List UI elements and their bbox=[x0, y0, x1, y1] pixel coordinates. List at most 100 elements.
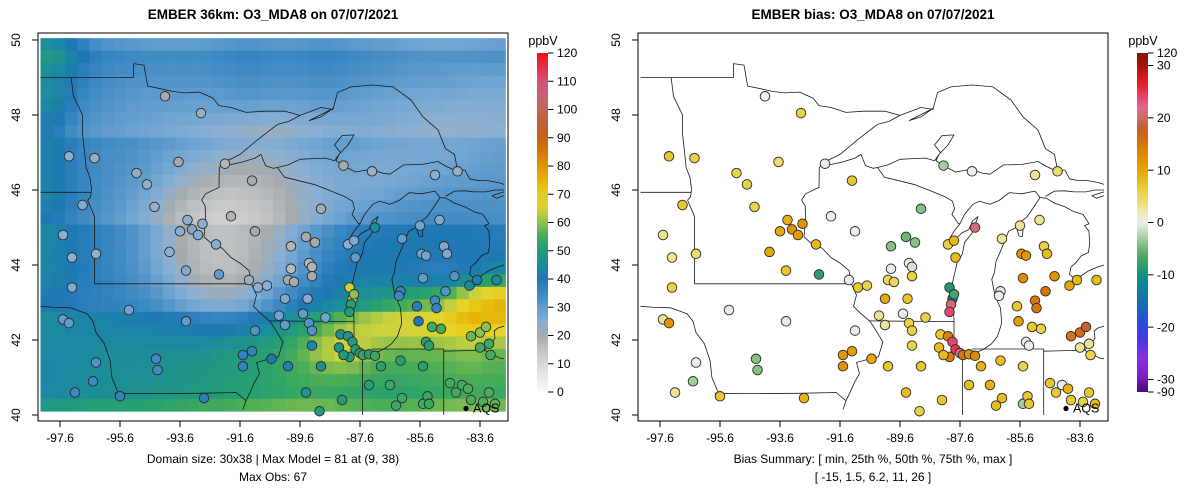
station-dot bbox=[849, 226, 861, 237]
raster-cell bbox=[395, 137, 408, 151]
colorbar-tick-label: 80 bbox=[557, 159, 571, 173]
raster-cell bbox=[273, 336, 286, 350]
state-or-lake-outline bbox=[299, 84, 458, 171]
raster-cell bbox=[187, 286, 200, 300]
raster-cell bbox=[309, 150, 323, 163]
raster-cell bbox=[77, 386, 90, 400]
raster-cell bbox=[407, 324, 421, 337]
x-tick-label: -85.6 bbox=[1006, 431, 1034, 445]
raster-cell bbox=[138, 125, 151, 138]
raster-cell bbox=[64, 373, 78, 387]
raster-cell bbox=[456, 324, 470, 337]
raster-cell bbox=[273, 398, 286, 412]
raster-cell bbox=[224, 38, 237, 51]
raster-cell bbox=[126, 38, 139, 51]
station-dot bbox=[90, 357, 102, 368]
raster-cell bbox=[52, 87, 66, 101]
raster-cell bbox=[113, 224, 127, 238]
raster-cell bbox=[236, 125, 249, 138]
station-dot bbox=[63, 151, 75, 162]
raster-cell bbox=[285, 187, 298, 201]
station-dot bbox=[897, 308, 909, 319]
raster-cell bbox=[236, 286, 249, 300]
raster-cell bbox=[52, 199, 66, 213]
station-dot bbox=[483, 387, 495, 398]
raster-cell bbox=[187, 100, 200, 114]
raster-cell bbox=[321, 125, 335, 138]
raster-cell bbox=[321, 286, 335, 300]
raster-cell bbox=[481, 150, 494, 163]
raster-cell bbox=[113, 286, 127, 300]
raster-cell bbox=[383, 150, 396, 163]
raster-cell bbox=[248, 212, 262, 226]
raster-cell bbox=[126, 249, 139, 263]
raster-cell bbox=[236, 324, 249, 337]
raster-cell bbox=[432, 38, 445, 51]
raster-cell bbox=[199, 373, 213, 387]
raster-cell bbox=[64, 398, 78, 412]
raster-cell bbox=[113, 87, 127, 101]
raster-cell bbox=[162, 199, 176, 213]
raster-cell bbox=[236, 38, 249, 51]
raster-cell bbox=[456, 286, 470, 300]
raster-cell bbox=[419, 237, 433, 250]
raster-cell bbox=[321, 299, 335, 313]
station-dot bbox=[396, 233, 408, 244]
raster-cell bbox=[224, 249, 237, 263]
raster-cell bbox=[346, 87, 360, 101]
raster-cell bbox=[285, 125, 298, 138]
raster-cell bbox=[77, 38, 90, 51]
raster-cell bbox=[113, 112, 127, 126]
raster-cell bbox=[236, 150, 249, 163]
x-tick-label: -95.6 bbox=[106, 431, 134, 445]
raster-cell bbox=[407, 63, 421, 76]
raster-cell bbox=[77, 262, 90, 275]
raster-cell bbox=[126, 361, 139, 375]
raster-cell bbox=[481, 63, 494, 76]
station-dot bbox=[773, 156, 784, 168]
axes bbox=[632, 39, 1081, 427]
raster-cell bbox=[321, 162, 335, 176]
raster-cell bbox=[358, 398, 372, 412]
raster-cell bbox=[40, 324, 54, 337]
station-dot bbox=[669, 387, 681, 398]
raster-cell bbox=[126, 286, 139, 300]
map-outlines bbox=[40, 63, 505, 415]
raster-cell bbox=[370, 174, 384, 188]
raster-cell bbox=[273, 174, 286, 188]
station-dot bbox=[471, 274, 483, 286]
raster-cell bbox=[187, 125, 200, 138]
raster-cell bbox=[248, 361, 262, 375]
raster-cell bbox=[383, 125, 396, 138]
raster-cell bbox=[187, 162, 200, 176]
raster-cell bbox=[89, 299, 103, 313]
raster-cell bbox=[297, 87, 311, 101]
raster-cell bbox=[175, 286, 188, 300]
state-or-lake-outline bbox=[824, 115, 901, 163]
raster-cell bbox=[138, 398, 151, 412]
raster-cell bbox=[77, 50, 90, 64]
raster-cell bbox=[407, 150, 421, 163]
raster-cell bbox=[456, 125, 470, 138]
raster-cell bbox=[113, 150, 127, 163]
raster-cell bbox=[407, 174, 421, 188]
raster-cell bbox=[273, 137, 286, 151]
station-dot bbox=[852, 282, 864, 293]
raster-cell bbox=[285, 373, 298, 387]
station-dot bbox=[966, 166, 978, 177]
state-or-lake-outline bbox=[877, 167, 960, 225]
station-dot bbox=[969, 222, 981, 233]
station-dot bbox=[909, 237, 921, 248]
raster-cell bbox=[126, 199, 139, 213]
raster-cell bbox=[77, 224, 90, 238]
raster-cell bbox=[126, 262, 139, 275]
raster-cell bbox=[40, 299, 54, 313]
station-dot bbox=[714, 391, 726, 402]
raster-cell bbox=[358, 336, 372, 350]
raster-cell bbox=[199, 299, 213, 313]
raster-cell bbox=[52, 237, 66, 250]
station-dot bbox=[141, 179, 153, 190]
raster-cell bbox=[224, 174, 237, 188]
raster-cell bbox=[468, 262, 482, 275]
